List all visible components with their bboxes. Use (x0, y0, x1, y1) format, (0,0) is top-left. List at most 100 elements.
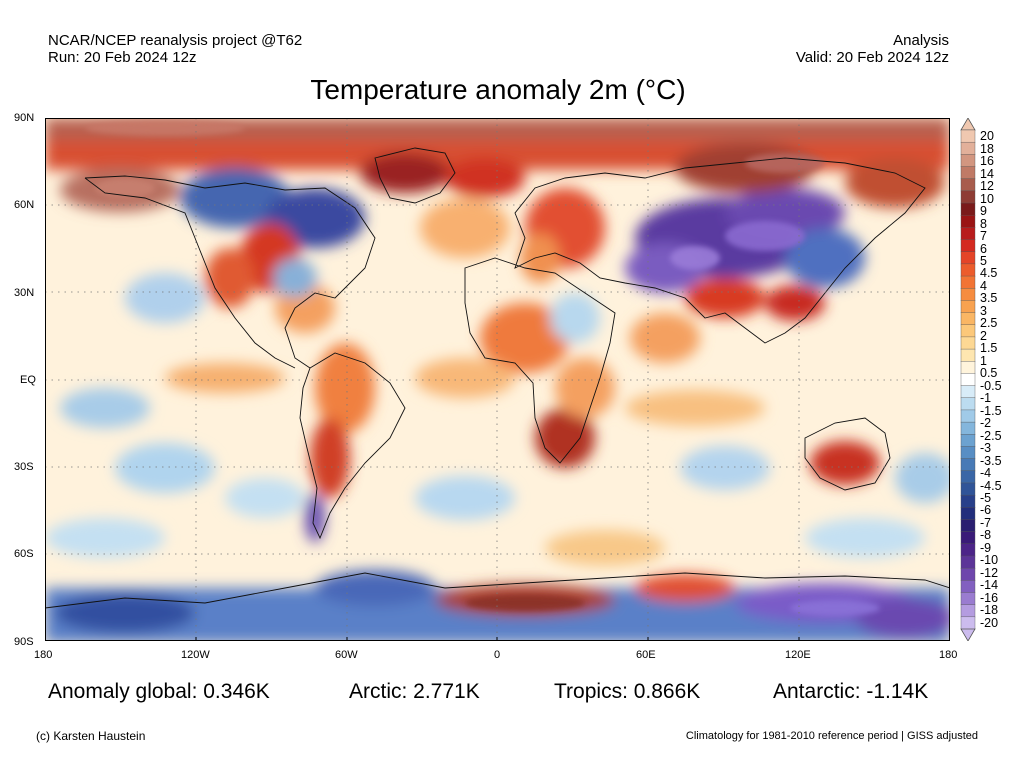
colorbar-label: -8 (980, 528, 992, 543)
lat-label-30s: 30S (14, 461, 34, 473)
colorbar-swatch (960, 580, 976, 593)
lon-label-120w: 120W (181, 649, 210, 661)
colorbar-swatch (960, 409, 976, 423)
colorbar-label: 8 (980, 216, 987, 231)
colorbar-swatch (960, 592, 976, 606)
colorbar-swatch (960, 129, 976, 143)
colorbar-label: -12 (980, 565, 999, 580)
lon-label-120e: 120E (785, 649, 811, 661)
lon-label-60w: 60W (335, 649, 358, 661)
colorbar-swatch (960, 202, 976, 216)
colorbar-label: 10 (980, 191, 994, 206)
map-title: Temperature anomaly 2m (°C) (310, 74, 686, 105)
colorbar-label: 3.5 (980, 291, 998, 306)
colorbar-label: 4.5 (980, 266, 998, 281)
climatology-note: Climatology for 1981-2010 reference peri… (685, 730, 978, 742)
colorbar-swatch (960, 567, 976, 581)
colorbar-swatch (960, 336, 976, 350)
colorbar-label: 7 (980, 229, 987, 244)
colorbar-swatch (960, 275, 976, 289)
colorbar-label: 1 (980, 353, 987, 368)
colorbar-swatch (960, 300, 976, 314)
colorbar-swatch (960, 239, 976, 253)
lat-label-eq: EQ (20, 374, 36, 386)
colorbar-label: 4 (980, 278, 987, 293)
stat-tropics: Tropics: 0.866K (554, 680, 701, 703)
colorbar-label: 14 (980, 166, 994, 181)
colorbar-swatch (960, 251, 976, 265)
lon-label-180w: 180 (34, 649, 53, 661)
colorbar-swatch (960, 385, 976, 399)
colorbar-label: -3 (980, 441, 992, 456)
colorbar-label: 12 (980, 179, 994, 194)
colorbar-swatch (960, 446, 976, 460)
lat-label-90n: 90N (14, 112, 35, 124)
colorbar-label: 18 (980, 141, 994, 156)
colorbar-swatch (960, 154, 976, 168)
colorbar-label: 6 (980, 241, 987, 256)
stat-antarctic: Antarctic: -1.14K (773, 680, 929, 703)
colorbar-label: -6 (980, 503, 992, 518)
colorbar-bottom-cap (960, 628, 976, 641)
anomaly-map (45, 118, 950, 641)
colorbar-swatch (960, 166, 976, 180)
colorbar-swatch (960, 616, 976, 630)
colorbar-swatch (960, 361, 976, 374)
colorbar-swatch (960, 312, 976, 326)
colorbar-label: 2 (980, 328, 987, 343)
colorbar-label: 0.5 (980, 366, 998, 381)
colorbar-swatch (960, 288, 976, 301)
colorbar-label: 3 (980, 303, 987, 318)
colorbar-swatch (960, 373, 976, 387)
colorbar-label: -16 (980, 590, 999, 605)
colorbar-swatch (960, 604, 976, 618)
colorbar-label: -3.5 (980, 453, 1002, 468)
colorbar-swatch (960, 348, 976, 362)
colorbar-swatch (960, 507, 976, 520)
colorbar-top-cap (960, 118, 976, 131)
colorbar-swatch (960, 543, 976, 557)
colorbar-swatch (960, 190, 976, 204)
colorbar-swatch (960, 458, 976, 472)
colorbar-swatch (960, 263, 976, 277)
colorbar-swatch (960, 555, 976, 569)
colorbar-label: -1 (980, 391, 992, 406)
colorbar-label: -4.5 (980, 478, 1002, 493)
colorbar-label: -18 (980, 603, 999, 618)
lat-label-60n: 60N (14, 199, 35, 211)
colorbar-label: -2.5 (980, 428, 1002, 443)
analysis-label: Analysis (893, 32, 949, 49)
source-label: NCAR/NCEP reanalysis project @T62 (48, 32, 303, 49)
colorbar-swatch (960, 519, 976, 533)
colorbar-label: 2.5 (980, 316, 998, 331)
colorbar-swatch (960, 482, 976, 496)
colorbar-label: -14 (980, 578, 999, 593)
colorbar-label: -9 (980, 540, 992, 555)
colorbar-label: -2 (980, 416, 992, 431)
credit-text: (c) Karsten Haustein (36, 729, 146, 743)
stat-global: Anomaly global: 0.346K (48, 680, 270, 703)
lon-label-0: 0 (494, 649, 501, 661)
colorbar-label: -1.5 (980, 403, 1002, 418)
colorbar-swatch (960, 324, 976, 338)
colorbar-label: 5 (980, 253, 987, 268)
colorbar-swatch (960, 494, 976, 508)
colorbar-swatch (960, 141, 976, 155)
colorbar-swatch (960, 434, 976, 447)
valid-label: Valid: 20 Feb 2024 12z (795, 49, 949, 66)
lat-label-60s: 60S (14, 548, 34, 560)
colorbar-label: -5 (980, 491, 992, 505)
colorbar-label: -0.5 (980, 378, 1002, 393)
colorbar-label: -20 (980, 615, 999, 630)
colorbar-label: -10 (980, 553, 999, 568)
colorbar-swatch (960, 470, 976, 484)
colorbar-label: 16 (980, 154, 994, 169)
colorbar (960, 118, 976, 641)
colorbar-swatch (960, 214, 976, 228)
colorbar-swatch (960, 227, 976, 241)
colorbar-label: -7 (980, 515, 992, 530)
colorbar-swatch (960, 178, 976, 192)
lon-label-180e: 180 (939, 649, 958, 661)
colorbar-label: 9 (980, 204, 987, 219)
colorbar-swatch (960, 531, 976, 545)
